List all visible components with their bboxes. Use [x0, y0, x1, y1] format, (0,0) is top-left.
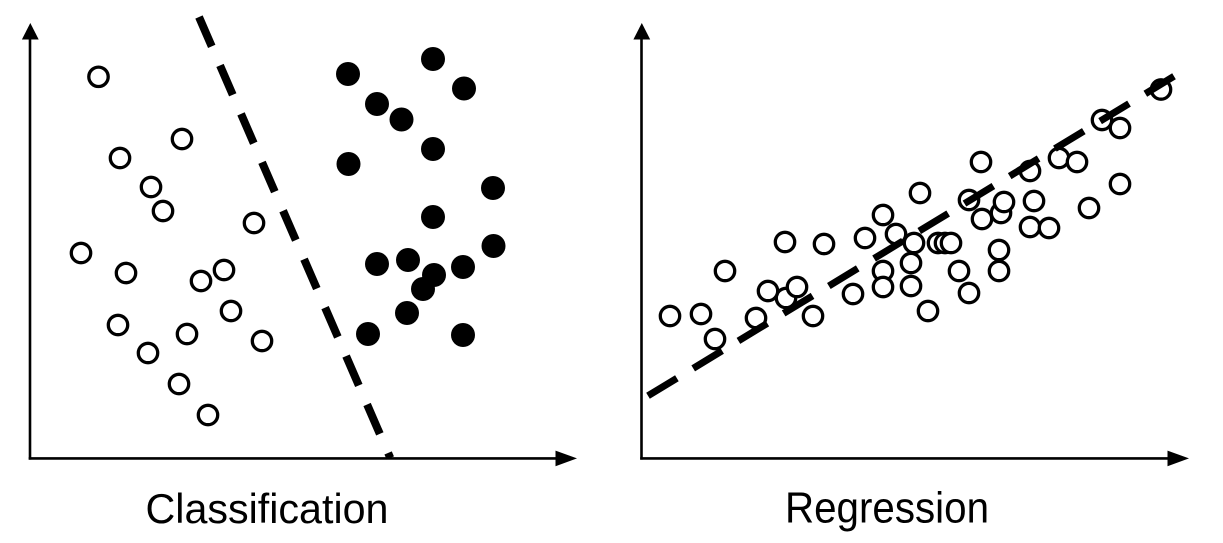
svg-text:Classification: Classification: [146, 485, 389, 532]
svg-text:Regression: Regression: [785, 484, 989, 533]
